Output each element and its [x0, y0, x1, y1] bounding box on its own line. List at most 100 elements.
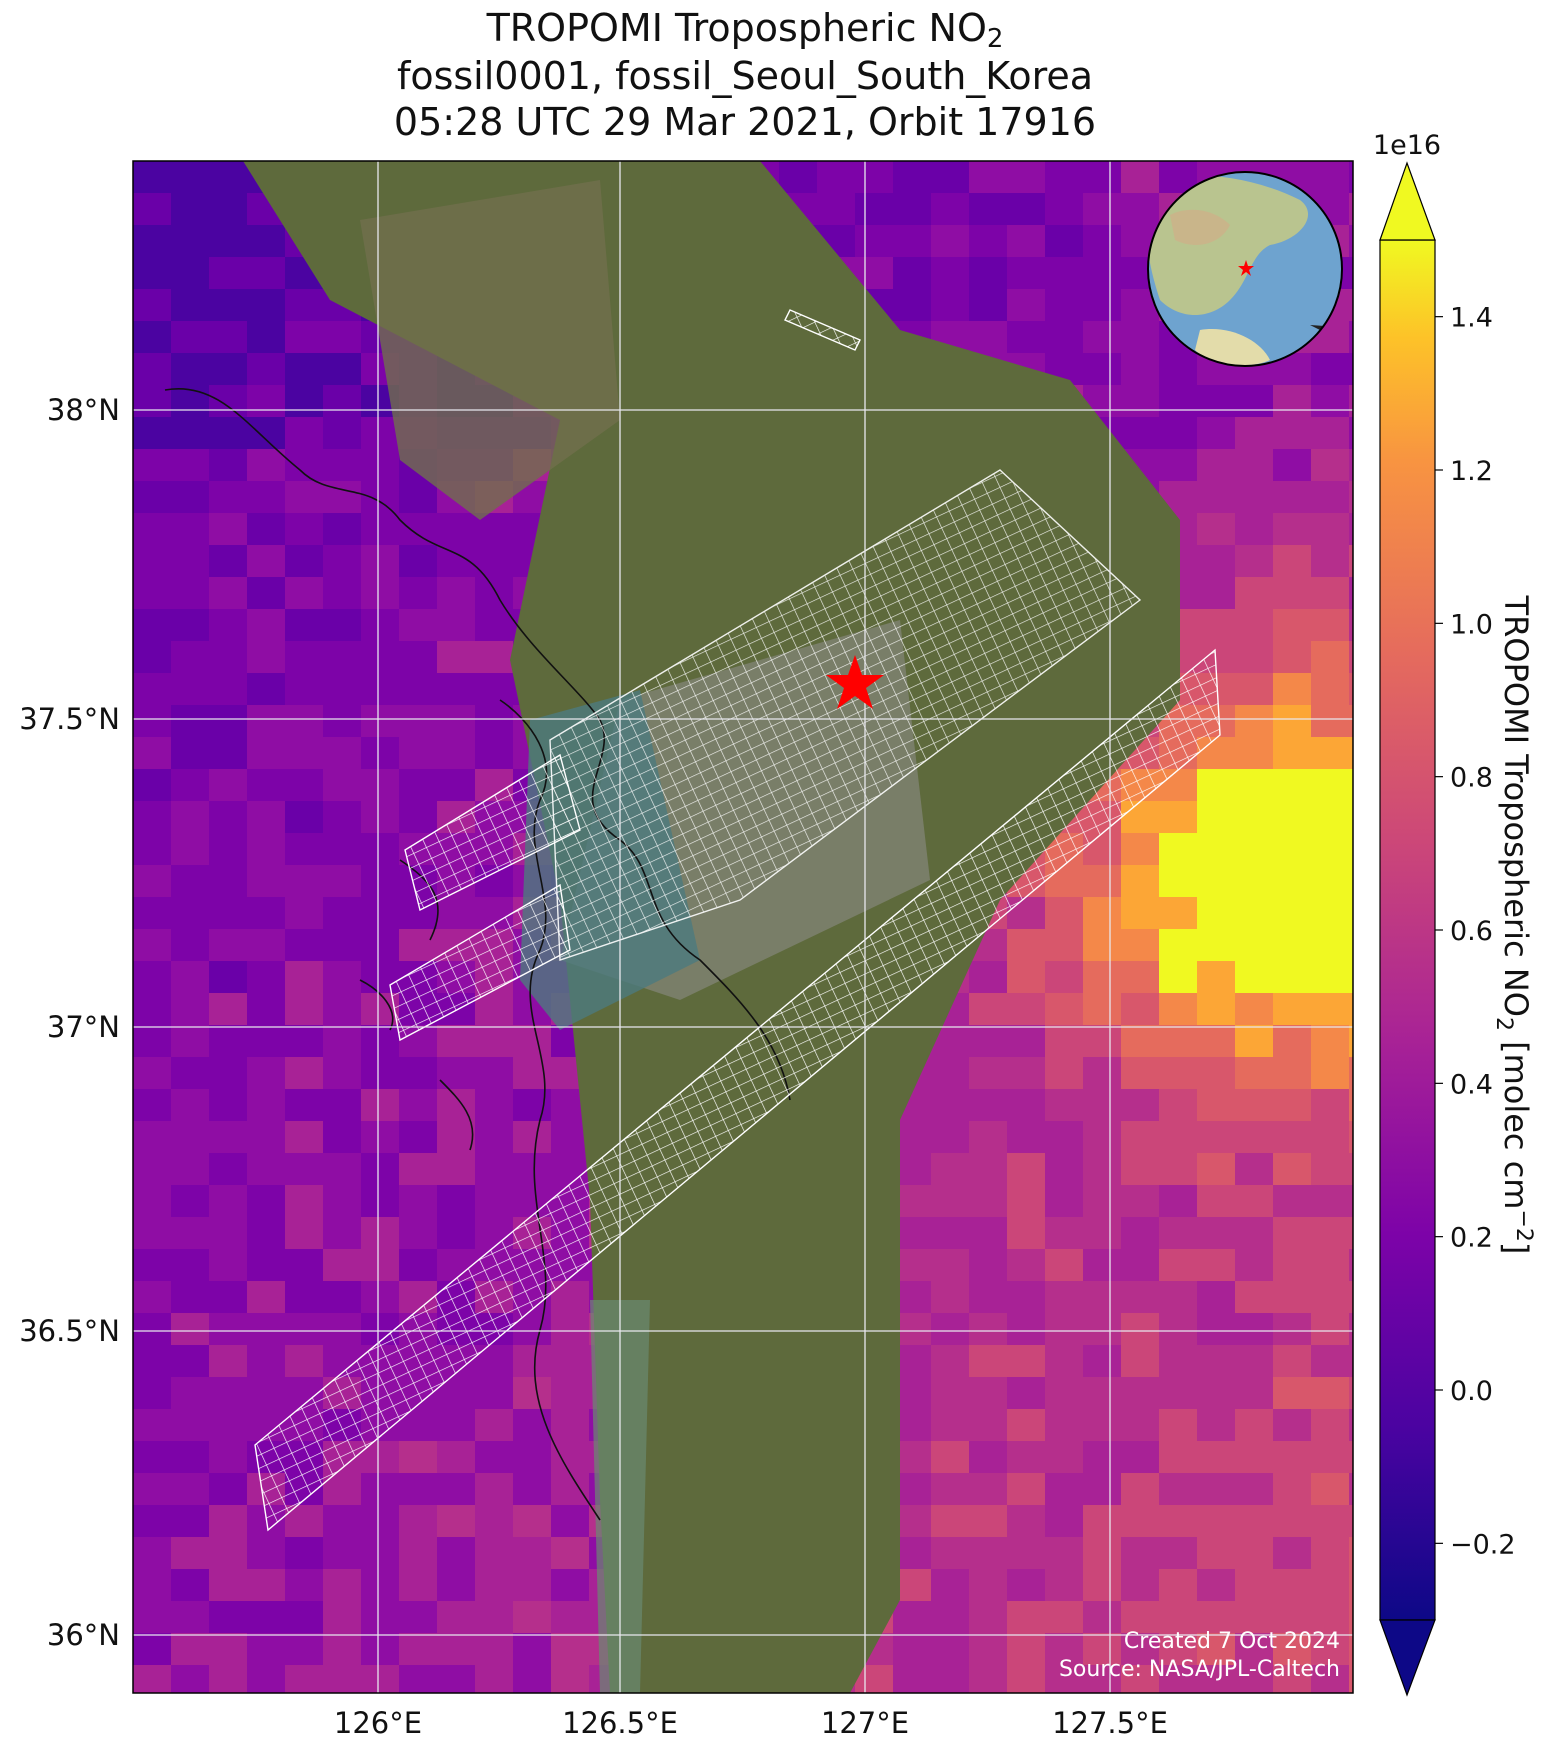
- no2-pixel: [171, 1569, 210, 1602]
- no2-pixel: [969, 1121, 1008, 1154]
- no2-pixel: [1349, 1121, 1353, 1154]
- no2-pixel: [209, 1409, 248, 1442]
- no2-pixel: [1197, 1313, 1236, 1346]
- no2-pixel: [1007, 321, 1046, 354]
- no2-pixel: [1273, 1441, 1312, 1474]
- no2-pixel: [1197, 1025, 1236, 1058]
- no2-pixel: [1273, 801, 1312, 834]
- no2-pixel: [1045, 1505, 1084, 1538]
- no2-pixel: [399, 769, 438, 802]
- no2-pixel: [1007, 1281, 1046, 1314]
- no2-pixel: [171, 353, 210, 386]
- no2-pixel: [1159, 1377, 1198, 1410]
- no2-pixel: [1235, 993, 1274, 1026]
- no2-pixel: [1235, 1537, 1274, 1570]
- no2-pixel: [247, 1057, 286, 1090]
- no2-pixel: [1235, 1569, 1274, 1602]
- no2-pixel: [969, 257, 1008, 290]
- no2-pixel: [969, 1217, 1008, 1250]
- no2-pixel: [285, 1121, 324, 1154]
- no2-pixel: [209, 961, 248, 994]
- no2-pixel: [1197, 769, 1236, 802]
- no2-pixel: [1197, 1409, 1236, 1442]
- no2-pixel: [1235, 1153, 1274, 1186]
- no2-pixel: [1083, 1217, 1122, 1250]
- no2-pixel: [133, 1601, 172, 1634]
- no2-pixel: [1083, 865, 1122, 898]
- no2-pixel: [323, 1569, 362, 1602]
- no2-pixel: [1235, 1377, 1274, 1410]
- no2-pixel: [931, 225, 970, 258]
- no2-pixel: [209, 1153, 248, 1186]
- no2-pixel: [1273, 1569, 1312, 1602]
- no2-pixel: [133, 897, 172, 930]
- no2-pixel: [1121, 833, 1160, 866]
- no2-pixel: [133, 353, 172, 386]
- no2-pixel: [285, 513, 324, 546]
- no2-pixel: [1349, 1089, 1353, 1122]
- no2-pixel: [1311, 1569, 1350, 1602]
- no2-pixel: [513, 1505, 552, 1538]
- no2-pixel: [323, 993, 362, 1026]
- no2-pixel: [209, 1633, 248, 1666]
- no2-pixel: [247, 1217, 286, 1250]
- no2-pixel: [1349, 737, 1353, 770]
- no2-pixel: [171, 161, 210, 194]
- no2-pixel: [133, 673, 172, 706]
- no2-pixel: [1121, 1313, 1160, 1346]
- colorbar-tick-label: 0.8: [1450, 763, 1493, 794]
- no2-pixel: [475, 1569, 514, 1602]
- no2-pixel: [1121, 1089, 1160, 1122]
- no2-pixel: [1311, 1377, 1350, 1410]
- credit-created: Created 7 Oct 2024: [1124, 1629, 1340, 1654]
- no2-pixel: [437, 577, 476, 610]
- no2-pixel: [133, 1569, 172, 1602]
- no2-pixel: [437, 673, 476, 706]
- no2-pixel: [1235, 865, 1274, 898]
- no2-pixel: [1045, 1281, 1084, 1314]
- no2-pixel: [1045, 1473, 1084, 1506]
- no2-pixel: [1273, 1377, 1312, 1410]
- no2-pixel: [475, 1409, 514, 1442]
- no2-pixel: [361, 1569, 400, 1602]
- map-title-line3: 05:28 UTC 29 Mar 2021, Orbit 17916: [393, 100, 1097, 144]
- no2-pixel: [209, 1505, 248, 1538]
- no2-pixel: [285, 449, 324, 482]
- no2-pixel: [285, 641, 324, 674]
- no2-pixel: [1273, 769, 1312, 802]
- no2-pixel: [1311, 1441, 1350, 1474]
- no2-pixel: [1121, 1633, 1160, 1666]
- no2-pixel: [475, 993, 514, 1026]
- no2-pixel: [931, 1633, 970, 1666]
- no2-pixel: [969, 993, 1008, 1026]
- no2-pixel: [1121, 1185, 1160, 1218]
- no2-pixel: [247, 865, 286, 898]
- no2-pixel: [399, 1185, 438, 1218]
- no2-pixel: [1349, 1569, 1353, 1602]
- no2-pixel: [969, 1281, 1008, 1314]
- no2-pixel: [399, 545, 438, 578]
- no2-pixel: [1121, 1025, 1160, 1058]
- no2-pixel: [285, 417, 324, 450]
- no2-pixel: [1311, 737, 1350, 770]
- no2-pixel: [247, 1153, 286, 1186]
- no2-pixel: [209, 577, 248, 610]
- no2-pixel: [437, 1409, 476, 1442]
- lon-label: 127°E: [821, 1706, 909, 1740]
- no2-pixel: [209, 545, 248, 578]
- no2-pixel: [399, 1537, 438, 1570]
- no2-pixel: [133, 1217, 172, 1250]
- colorbar-tick-label: 0.0: [1450, 1376, 1493, 1407]
- lon-label: 126.5°E: [562, 1706, 678, 1740]
- no2-pixel: [931, 1153, 970, 1186]
- no2-pixel: [399, 929, 438, 962]
- no2-pixel: [171, 577, 210, 610]
- colorbar-ticks: 1.4 1.2 1.0 0.8 0.6 0.4 0.2 0.0 −0.2: [1435, 303, 1516, 1560]
- no2-pixel: [209, 417, 248, 450]
- no2-pixel: [133, 929, 172, 962]
- no2-pixel: [475, 1601, 514, 1634]
- no2-pixel: [209, 481, 248, 514]
- colorbar-tick-label: −0.2: [1450, 1529, 1516, 1560]
- no2-pixel: [323, 641, 362, 674]
